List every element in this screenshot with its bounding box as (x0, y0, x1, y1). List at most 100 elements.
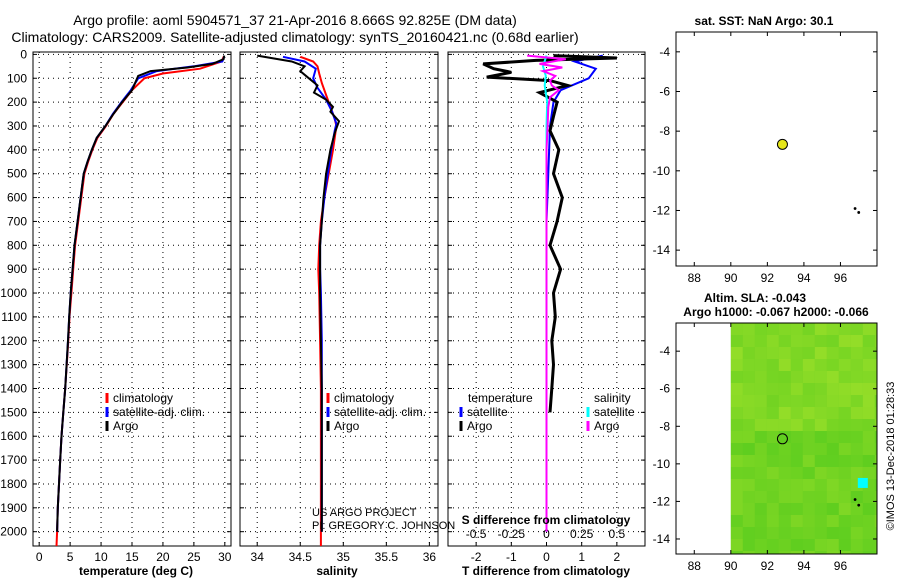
sla-cell (826, 383, 839, 395)
sla-cell (826, 395, 839, 407)
map-y-tick-label: -14 (653, 243, 671, 257)
sla-cell (862, 455, 875, 467)
sla-cell (802, 539, 815, 551)
sla-cell (814, 431, 827, 443)
sla-cell (730, 419, 743, 431)
map-x-tick-label: 96 (834, 559, 848, 573)
legend-label: satellite (594, 405, 635, 419)
sla-cell (766, 491, 779, 503)
sla-cell (850, 407, 863, 419)
sla-cell (826, 359, 839, 371)
sla-cell (838, 515, 851, 527)
sla-cell (754, 371, 767, 383)
sla-cell (742, 539, 755, 551)
sla-cell (814, 479, 827, 491)
sla-cell (814, 551, 827, 554)
x-tick-label: 35.5 (375, 550, 399, 564)
sla-cell (838, 491, 851, 503)
sla-cell (766, 479, 779, 491)
sla-cell (754, 467, 767, 479)
sla-cell (790, 419, 803, 431)
sla-cell (766, 551, 779, 554)
sla-cell (790, 395, 803, 407)
sla-cell (742, 455, 755, 467)
x-tick-label: 15 (125, 550, 139, 564)
sla-cell (862, 407, 875, 419)
sla-cell (814, 347, 827, 359)
sla-cell (730, 527, 743, 539)
map-y-tick-label: -10 (653, 164, 671, 178)
sla-cell (802, 443, 815, 455)
legend-label: Argo (467, 419, 493, 433)
sla-cell (838, 551, 851, 554)
float-position-marker (776, 433, 788, 445)
x-tick-label: 2 (614, 550, 621, 564)
sla-cell (778, 503, 791, 515)
depth-tick-label: 1200 (0, 334, 27, 348)
track-point (853, 498, 857, 501)
sla-cell (766, 371, 779, 383)
sla-cell (802, 479, 815, 491)
sla-cell (766, 539, 779, 551)
sla-cell (826, 431, 839, 443)
sla-cell (766, 527, 779, 539)
sla-cell (802, 335, 815, 347)
sla-cell (766, 443, 779, 455)
map-x-tick-label: 92 (761, 559, 775, 573)
sla-cell (838, 455, 851, 467)
map-y-tick-label: -6 (659, 382, 670, 396)
sla-cell (754, 515, 767, 527)
sla-cell (814, 419, 827, 431)
sla-cell (874, 503, 877, 515)
sla-cell (862, 335, 875, 347)
sla-cell (874, 455, 877, 467)
sla-cell (730, 431, 743, 443)
sla-cell (778, 407, 791, 419)
sla-cell (802, 515, 815, 527)
sla-cell (862, 419, 875, 431)
sla-cell (730, 491, 743, 503)
sla-cell (790, 527, 803, 539)
legend-label: Argo (594, 419, 620, 433)
sla-cell (850, 551, 863, 554)
difference-xlabel2: S difference from climatology (462, 513, 631, 527)
sla-cell (730, 335, 743, 347)
sla-cell (778, 335, 791, 347)
sla-cell (814, 515, 827, 527)
x-tick-label: 34.5 (289, 550, 313, 564)
sla-cell (778, 551, 791, 554)
track-point (857, 503, 861, 507)
sla-cell (850, 419, 863, 431)
sla-cell (874, 359, 877, 371)
sla-cell (790, 431, 803, 443)
map-y-tick-label: -10 (653, 457, 671, 471)
sla-cell (802, 491, 815, 503)
sla-cell (766, 395, 779, 407)
sla-cell (730, 407, 743, 419)
sla-cell (838, 419, 851, 431)
sla-cell (862, 527, 875, 539)
sla-cell (730, 395, 743, 407)
sla-cell (766, 455, 779, 467)
sla-cell (778, 323, 791, 335)
sla-cell (838, 443, 851, 455)
float-position-marker (776, 138, 788, 150)
sla-cell (742, 335, 755, 347)
sla-cell (814, 491, 827, 503)
sla-cell (802, 527, 815, 539)
sla-cell (754, 479, 767, 491)
sla-cell (826, 335, 839, 347)
sla-cell (862, 443, 875, 455)
sla-cell (862, 371, 875, 383)
x2-tick-label: 0 (543, 527, 550, 541)
sla-cell (754, 407, 767, 419)
sla-cell (814, 455, 827, 467)
sla-cell (742, 467, 755, 479)
sla-cell (778, 443, 791, 455)
depth-tick-label: 1100 (1, 310, 27, 324)
sla-cell (730, 383, 743, 395)
sla-cell (778, 383, 791, 395)
depth-tick-label: 1700 (0, 453, 27, 467)
sla-cell (814, 383, 827, 395)
sla-cell (814, 335, 827, 347)
